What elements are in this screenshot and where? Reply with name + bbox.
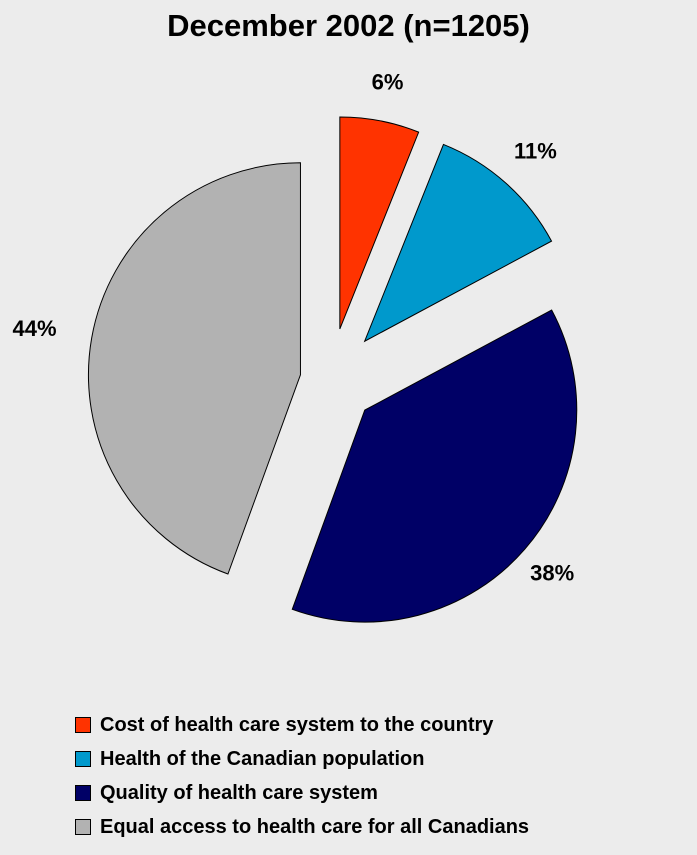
pie-slice: [291, 309, 578, 623]
legend-swatch: [75, 785, 91, 801]
chart-legend: Cost of health care system to the countr…: [75, 708, 529, 844]
legend-swatch: [75, 819, 91, 835]
slice-label: 44%: [13, 316, 57, 341]
slice-label: 6%: [372, 69, 404, 94]
pie-slice: [88, 162, 301, 575]
legend-label: Equal access to health care for all Cana…: [100, 815, 530, 838]
legend-item: Equal access to health care for all Cana…: [75, 810, 529, 844]
pie-chart: 6% 11% 38% 44%: [13, 69, 578, 623]
chart-title: December 2002 (n=1205): [167, 8, 530, 43]
pie-slice: [339, 116, 420, 330]
legend-label: Cost of health care system to the countr…: [100, 713, 494, 736]
legend-swatch: [75, 717, 91, 733]
legend-item: Quality of health care system: [75, 776, 529, 810]
slice-label: 11%: [514, 138, 557, 163]
legend-label: Health of the Canadian population: [100, 747, 425, 770]
legend-item: Cost of health care system to the countr…: [75, 708, 529, 742]
pie-slice: [363, 143, 553, 343]
slice-label: 38%: [530, 561, 574, 586]
legend-label: Quality of health care system: [100, 781, 378, 804]
legend-item: Health of the Canadian population: [75, 742, 529, 776]
legend-swatch: [75, 751, 91, 767]
